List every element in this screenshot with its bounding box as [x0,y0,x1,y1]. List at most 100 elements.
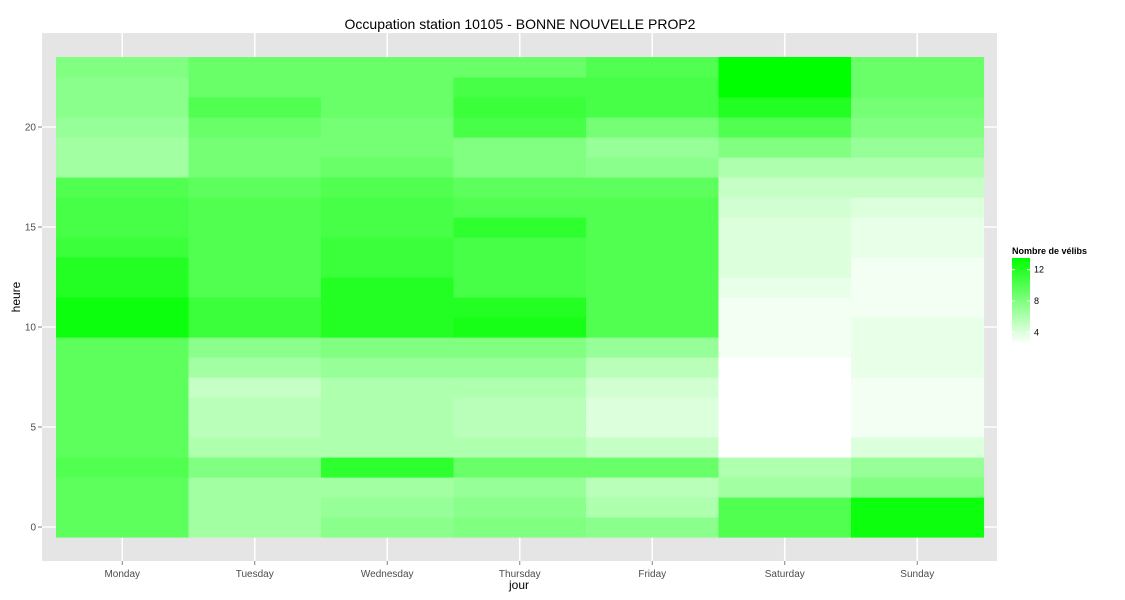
heatmap-cell [586,457,720,478]
heatmap-cell [56,97,190,118]
heatmap-cell [453,117,587,138]
heatmap-cell [321,417,455,438]
heatmap-cell [188,457,322,478]
heatmap-cell [453,417,587,438]
y-tick-label: 20 [25,123,37,134]
heatmap-cell [586,77,720,98]
heatmap-cell [56,257,190,278]
heatmap-cell [851,237,985,258]
heatmap-cell [188,277,322,298]
heatmap-cell [718,237,852,258]
heatmap-cell [851,217,985,238]
heatmap-cell [321,477,455,498]
heatmap-cell [718,197,852,218]
heatmap-cell [453,497,587,518]
heatmap-cell [56,157,190,178]
heatmap-cell [851,157,985,178]
heatmap-cell [188,57,322,78]
heatmap-cell [718,77,852,98]
heatmap-cell [188,357,322,378]
heatmap-cell [188,77,322,98]
heatmap-cell [321,137,455,158]
heatmap-cell [56,477,190,498]
heatmap-cell [321,237,455,258]
heatmap-cell [453,377,587,398]
heatmap-cell [718,297,852,318]
heatmap-cell [718,497,852,518]
heatmap-cell [718,277,852,298]
heatmap-cell [586,317,720,338]
heatmap-cell [56,117,190,138]
heatmap-cell [453,397,587,418]
heatmap-cell [718,117,852,138]
heatmap-cell [56,397,190,418]
heatmap-cell [321,297,455,318]
heatmap-cell [453,437,587,458]
x-tick-label: Tuesday [236,569,274,580]
heatmap-cell [718,137,852,158]
heatmap-cell [586,117,720,138]
heatmap-cell [321,497,455,518]
heatmap-cell [851,457,985,478]
heatmap-cell [453,277,587,298]
heatmap-cell [586,137,720,158]
y-tick-label: 10 [25,323,37,334]
heatmap-cell [586,337,720,358]
heatmap-cell [453,197,587,218]
heatmap-cell [321,277,455,298]
heatmap-cell [321,437,455,458]
heatmap-cell [453,357,587,378]
heatmap-cell [56,197,190,218]
heatmap-cell [586,277,720,298]
heatmap-cell [321,77,455,98]
heatmap-cell [188,217,322,238]
heatmap-cell [718,457,852,478]
y-tick-label: 5 [30,423,36,434]
heatmap-cell [188,417,322,438]
heatmap-cell [453,97,587,118]
heatmap-cell [851,357,985,378]
heatmap-cell [586,197,720,218]
heatmap-cell [453,177,587,198]
heatmap-cell [188,517,322,538]
heatmap-cell [718,177,852,198]
y-tick-label: 15 [25,223,37,234]
heatmap-cell [321,57,455,78]
heatmap-cell [321,117,455,138]
heatmap-cell [56,337,190,358]
heatmap-cell [718,517,852,538]
heatmap-cell [851,437,985,458]
heatmap-cell [188,437,322,458]
heatmap-cell [56,297,190,318]
heatmap-cell [188,257,322,278]
heatmap-cell [453,257,587,278]
x-tick-label: Friday [638,569,666,580]
heatmap-cell [453,477,587,498]
heatmap-cell [188,337,322,358]
heatmap-cell [453,237,587,258]
heatmap-cell [718,157,852,178]
heatmap-cell [188,397,322,418]
heatmap-cell [321,317,455,338]
heatmap-cell [321,397,455,418]
heatmap-cell [718,317,852,338]
heatmap-cell [851,77,985,98]
heatmap-cell [188,497,322,518]
heatmap-cell [188,297,322,318]
heatmap-cell [56,217,190,238]
heatmap-cell [851,377,985,398]
heatmap-cell [586,157,720,178]
heatmap-cell [718,377,852,398]
heatmap-cell [586,257,720,278]
heatmap-cell [718,257,852,278]
heatmap-cell [586,417,720,438]
heatmap-cell [718,57,852,78]
legend-title: Nombre de vélibs [1012,246,1087,256]
heatmap-cell [718,417,852,438]
heatmap-cell [586,57,720,78]
heatmap-cell [586,297,720,318]
x-tick-label: Wednesday [361,569,414,580]
heatmap-cell [56,417,190,438]
heatmap-cell [188,197,322,218]
heatmap-cell [851,417,985,438]
